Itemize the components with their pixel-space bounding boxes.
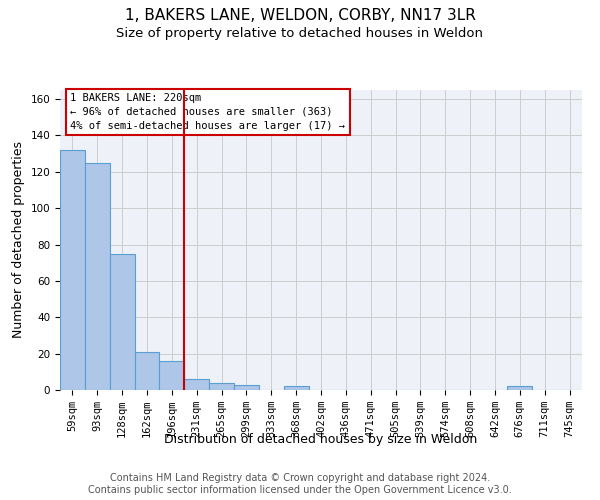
Bar xyxy=(234,384,259,390)
Text: Size of property relative to detached houses in Weldon: Size of property relative to detached ho… xyxy=(116,28,484,40)
Bar xyxy=(184,379,209,390)
Bar xyxy=(60,150,85,390)
Y-axis label: Number of detached properties: Number of detached properties xyxy=(12,142,25,338)
Bar xyxy=(209,382,234,390)
Bar xyxy=(110,254,134,390)
Text: 1 BAKERS LANE: 220sqm
← 96% of detached houses are smaller (363)
4% of semi-deta: 1 BAKERS LANE: 220sqm ← 96% of detached … xyxy=(70,93,346,131)
Text: Distribution of detached houses by size in Weldon: Distribution of detached houses by size … xyxy=(164,432,478,446)
Text: 1, BAKERS LANE, WELDON, CORBY, NN17 3LR: 1, BAKERS LANE, WELDON, CORBY, NN17 3LR xyxy=(125,8,475,22)
Bar xyxy=(284,386,308,390)
Bar xyxy=(160,361,184,390)
Bar xyxy=(508,386,532,390)
Bar xyxy=(85,162,110,390)
Bar xyxy=(134,352,160,390)
Text: Contains HM Land Registry data © Crown copyright and database right 2024.
Contai: Contains HM Land Registry data © Crown c… xyxy=(88,474,512,495)
